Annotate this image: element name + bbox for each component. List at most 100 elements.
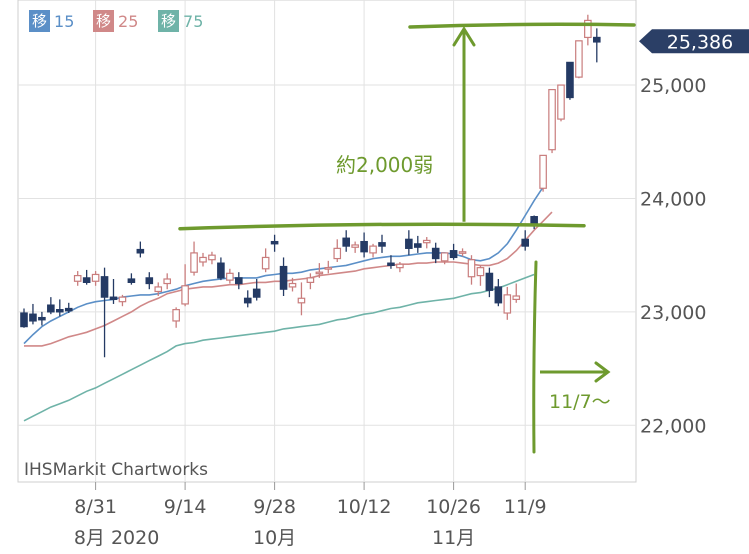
sma75-line xyxy=(23,273,535,422)
y-tick-label: 23,000 xyxy=(640,302,706,324)
candle-body xyxy=(73,274,82,282)
candle-body xyxy=(136,248,145,254)
candle-body xyxy=(414,243,422,248)
candle-body xyxy=(55,309,64,313)
candle-body xyxy=(163,278,172,285)
candle-body xyxy=(575,40,583,78)
date-annotation-text: 11/7～ xyxy=(549,391,611,413)
candle-body xyxy=(512,295,521,301)
candle-body xyxy=(315,271,324,275)
legend-sma75[interactable]: 移 75 xyxy=(158,10,203,32)
candle-body xyxy=(172,309,180,322)
candle-body xyxy=(270,240,279,245)
range-arrow-head xyxy=(452,26,476,47)
x-tick-label: 9/28 xyxy=(253,496,296,518)
candle-body xyxy=(485,272,494,291)
candle-body xyxy=(449,250,458,259)
candle-body xyxy=(333,247,342,260)
candle-body xyxy=(297,297,306,304)
plot-area xyxy=(17,0,637,483)
candle-body xyxy=(145,277,154,285)
x-sub-label: 11月 xyxy=(432,527,475,549)
candle-body xyxy=(118,296,127,303)
candle-body xyxy=(458,251,467,254)
legend-sma15-value: 15 xyxy=(54,11,75,31)
legend-sma15[interactable]: 移 15 xyxy=(29,10,74,32)
x-tick-label: 10/12 xyxy=(337,496,392,518)
candle-body xyxy=(494,286,503,304)
date-arrow-head xyxy=(594,361,611,383)
candle-body xyxy=(154,286,163,293)
candle-body xyxy=(378,242,386,247)
candle-body xyxy=(396,263,404,269)
candle-body xyxy=(91,273,100,282)
legend-sma75-value: 75 xyxy=(183,11,204,31)
legend-sma75-swatch: 移 xyxy=(158,10,180,32)
x-tick-label: 9/14 xyxy=(164,496,207,518)
candle-body xyxy=(440,252,449,262)
candle-body xyxy=(566,61,574,99)
watermark-text: IHSMarkit Chartworks xyxy=(24,460,208,480)
candle-body xyxy=(190,252,198,273)
candle-body xyxy=(38,316,46,321)
candle-body xyxy=(324,267,333,270)
candle-body xyxy=(199,256,207,263)
sma25-line xyxy=(24,211,553,347)
candle-body xyxy=(235,277,243,285)
candle-body xyxy=(351,244,359,248)
candle-body xyxy=(109,296,118,301)
x-sub-label: 8月 2020 xyxy=(74,527,159,549)
candle-body xyxy=(548,88,556,151)
x-tick-label: 8/31 xyxy=(74,496,117,518)
candle-body xyxy=(387,262,395,266)
candle-body xyxy=(584,19,592,39)
candle-body xyxy=(64,307,73,312)
candle-body xyxy=(252,288,261,298)
candle-body xyxy=(217,262,225,279)
candle-body xyxy=(539,154,547,189)
candle-body xyxy=(208,254,216,261)
candle-body xyxy=(20,312,28,328)
range-base-line xyxy=(178,222,586,231)
legend-sma25-value: 25 xyxy=(118,11,139,31)
candle-body xyxy=(181,285,189,305)
y-tick-label: 24,000 xyxy=(640,188,706,210)
candle-body xyxy=(243,297,252,304)
candle-body xyxy=(100,276,109,298)
candle-body xyxy=(592,36,601,43)
range-annotation-text: 約2,000弱 xyxy=(336,153,433,177)
candle-body xyxy=(557,84,565,120)
candle-body xyxy=(431,247,440,260)
candle-body xyxy=(82,277,91,283)
legend-sma25-swatch: 移 xyxy=(93,10,115,32)
candle-body xyxy=(422,239,431,244)
y-tick-label: 25,000 xyxy=(640,75,706,97)
x-sub-label: 10月 xyxy=(253,527,296,549)
y-tick-label: 22,000 xyxy=(640,415,706,437)
x-tick-label: 11/9 xyxy=(504,496,547,518)
candle-body xyxy=(521,238,530,247)
candle-body xyxy=(306,277,315,283)
top-resistance-line xyxy=(408,22,636,29)
candle-body xyxy=(360,240,368,253)
candle-body xyxy=(47,304,55,313)
candle-body xyxy=(261,256,270,270)
candle-body xyxy=(405,238,413,249)
candle-body xyxy=(476,267,485,277)
candle-body xyxy=(288,282,297,288)
last-price-tag xyxy=(639,29,749,54)
legend-sma15-swatch: 移 xyxy=(29,10,51,32)
x-tick-label: 10/26 xyxy=(426,496,481,518)
candle-body xyxy=(127,278,136,283)
candle-body xyxy=(226,272,234,281)
candle-body xyxy=(369,245,377,254)
candle-body xyxy=(342,237,351,247)
date-marker-line xyxy=(532,260,538,454)
candle-body xyxy=(279,265,288,290)
candle-body xyxy=(503,294,512,314)
candle-body xyxy=(29,313,37,322)
legend-sma25[interactable]: 移 25 xyxy=(93,10,138,32)
candle-body xyxy=(467,259,476,278)
